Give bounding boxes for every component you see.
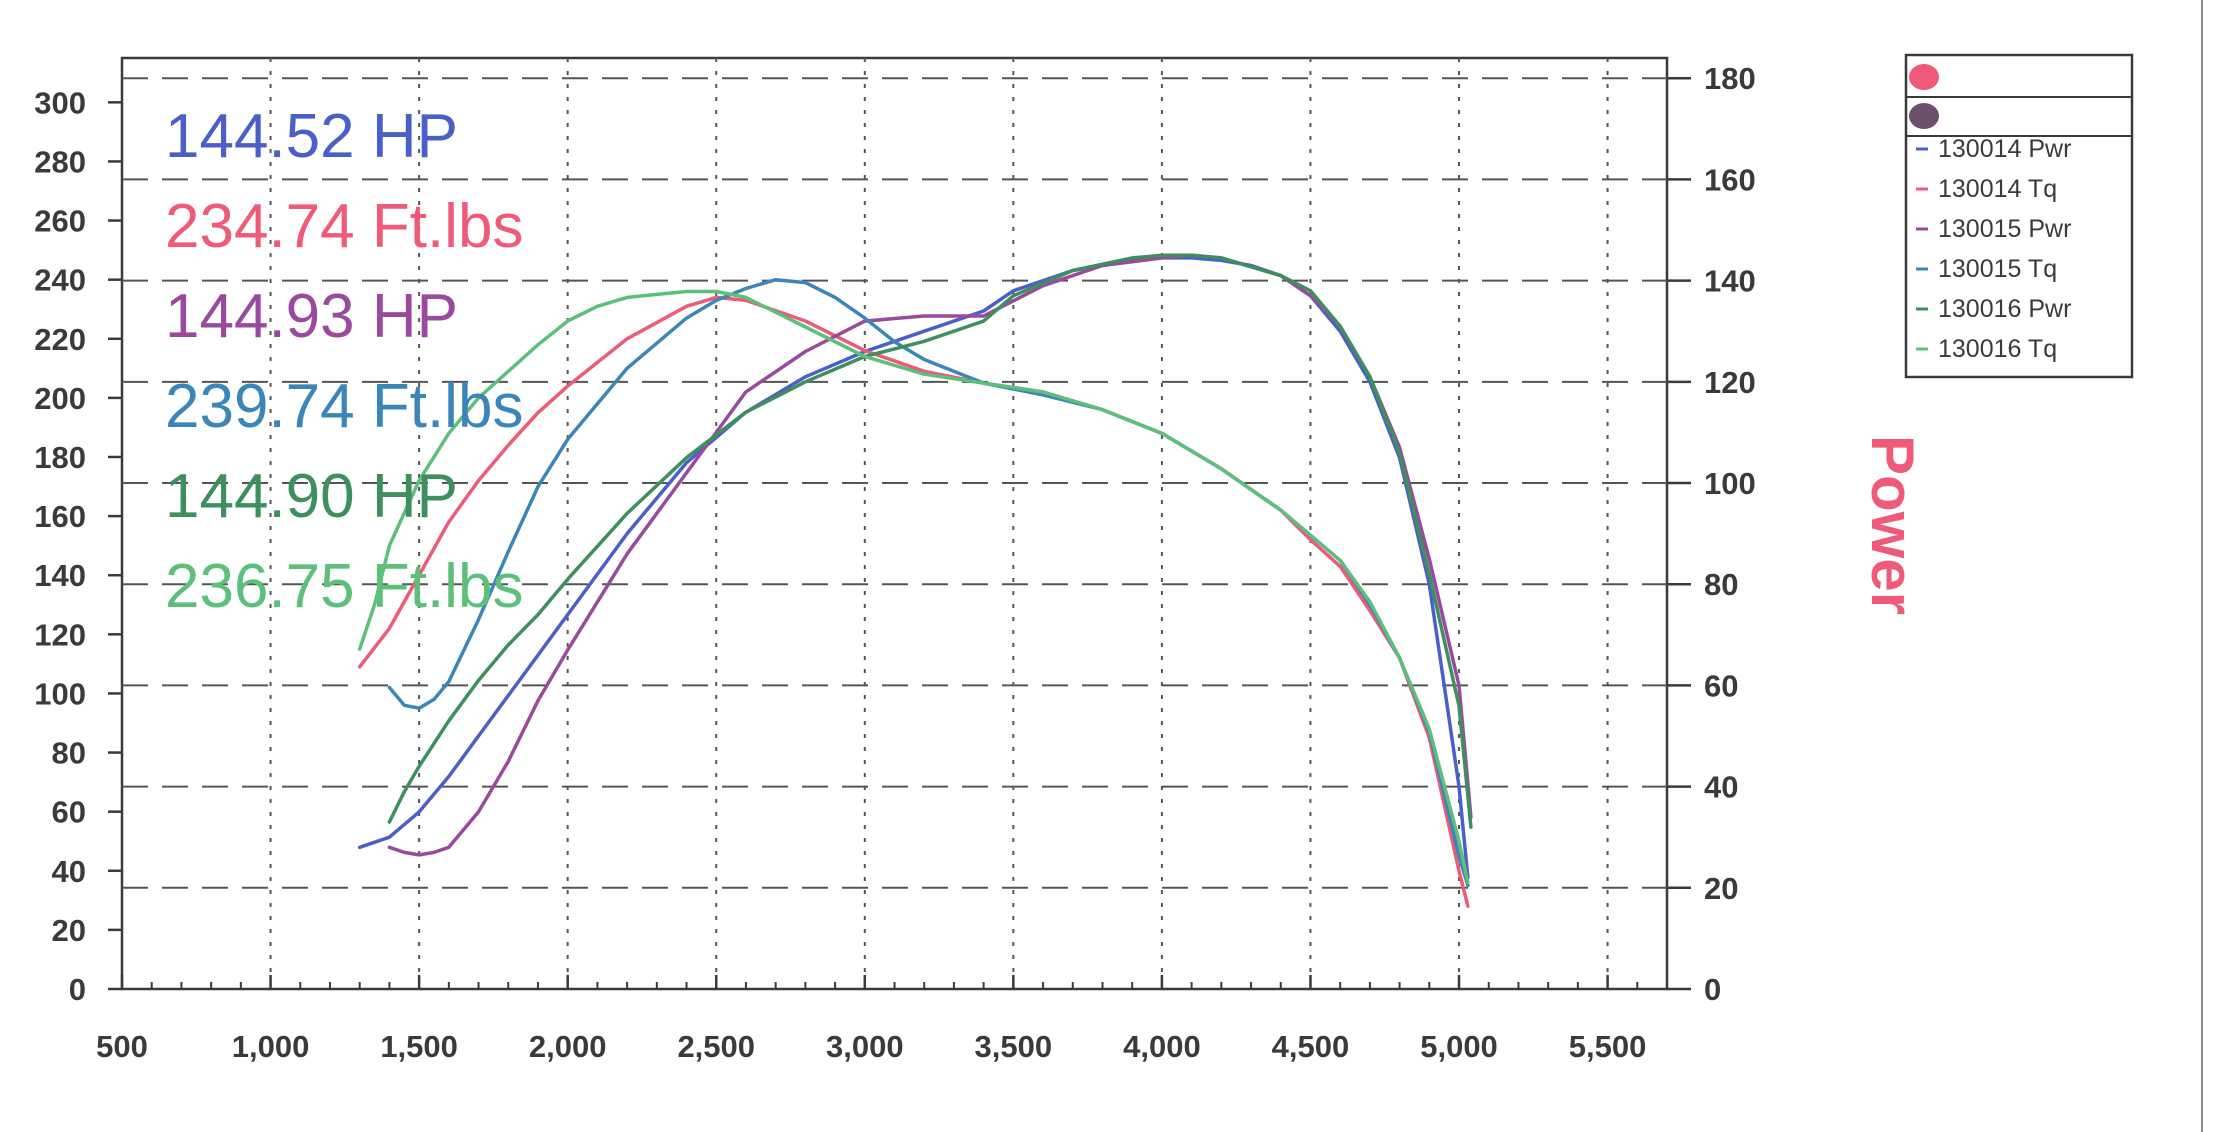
y-axis-right: 0 20 40 60 80 100 120 140 160 180 [1667, 61, 1756, 1007]
y-axis-left: 0 20 40 60 80 100 120 140 160 180 200 220 240 260 280 3… [34, 85, 122, 1007]
y-right-tick-label: 160 [1704, 162, 1756, 197]
legend-dot [1909, 64, 1939, 90]
y-left-tick-label: 240 [34, 263, 86, 298]
peak-label: 144.90 HP [165, 462, 458, 531]
legend-label: 130016 Pwr [1938, 295, 2071, 323]
x-tick-label: 5,000 [1420, 1029, 1498, 1064]
legend: 130014 Pwr 130014 Tq 130015 Pwr 130015 Tq 13… [1904, 53, 2134, 379]
y-right-tick-label: 180 [1704, 61, 1756, 96]
y-left-tick-label: 200 [34, 381, 86, 416]
x-tick-label: 1,500 [380, 1029, 458, 1064]
series-line-5 [387, 253, 1473, 829]
legend-label: 130015 Pwr [1938, 215, 2071, 243]
x-tick-label: 2,500 [677, 1029, 755, 1064]
y-right-tick-label: 80 [1704, 567, 1738, 602]
x-tick-label: 5,500 [1569, 1029, 1647, 1064]
legend-entries: 130014 Pwr 130014 Tq 130015 Pwr 130015 Tq 13… [1916, 135, 2071, 363]
y-right-tick-label: 140 [1704, 264, 1756, 299]
legend-label: 130015 Tq [1938, 255, 2057, 283]
y-left-tick-label: 80 [52, 736, 86, 771]
y-left-tick-label: 280 [34, 144, 86, 179]
y-left-tick-label: 0 [69, 972, 86, 1007]
y-right-tick-label: 0 [1704, 972, 1721, 1007]
legend-box [1904, 53, 2134, 379]
y-left-tick-label: 220 [34, 322, 86, 357]
y-right-tick-label: 60 [1704, 668, 1738, 703]
x-tick-label: 1,000 [232, 1029, 310, 1064]
legend-markers [1909, 64, 1939, 129]
legend-dot [1909, 103, 1939, 129]
y-left-tick-label: 140 [34, 558, 86, 593]
y-right-tick-label: 40 [1704, 770, 1738, 805]
series-line-1 [357, 256, 1470, 880]
legend-label: 130014 Tq [1938, 175, 2057, 203]
peak-label: 144.93 HP [165, 282, 458, 351]
peak-label: 239.74 Ft.lbs [165, 372, 523, 441]
x-tick-label: 4,500 [1272, 1029, 1350, 1064]
y-right-tick-label: 120 [1704, 365, 1756, 400]
x-tick-label: 3,000 [826, 1029, 904, 1064]
peak-labels: 144.52 HP 234.74 Ft.lbs 144.93 HP 239.74 Ft… [165, 102, 523, 621]
y-left-tick-label: 120 [34, 617, 86, 652]
y-left-tick-label: 20 [52, 913, 86, 948]
x-tick-label: 2,000 [529, 1029, 607, 1064]
y-axis-right-title: Power [1859, 435, 1926, 615]
y-left-tick-label: 100 [34, 676, 86, 711]
series-line-6 [357, 289, 1470, 885]
legend-label: 130014 Pwr [1938, 135, 2071, 163]
plot-area [120, 56, 1669, 991]
y-left-tick-label: 300 [34, 85, 86, 120]
x-tick-label: 3,500 [975, 1029, 1053, 1064]
y-right-tick-label: 100 [1704, 466, 1756, 501]
peak-label: 144.52 HP [165, 102, 458, 171]
y-left-tick-label: 40 [52, 854, 86, 889]
legend-label: 130016 Tq [1938, 335, 2057, 363]
series-line-2 [357, 295, 1470, 908]
y-left-tick-label: 160 [34, 499, 86, 534]
y-left-tick-label: 260 [34, 204, 86, 239]
y-right-tick-label: 20 [1704, 871, 1738, 906]
peak-label: 234.74 Ft.lbs [165, 192, 523, 261]
y-left-tick-label: 180 [34, 440, 86, 475]
x-tick-label: 500 [96, 1029, 148, 1064]
series-lines [357, 253, 1473, 908]
y-left-tick-label: 60 [52, 795, 86, 830]
peak-label: 236.75 Ft.lbs [165, 552, 523, 621]
x-tick-label: 4,000 [1123, 1029, 1201, 1064]
x-axis: 500 1,000 1,500 2,000 2,500 3,000 3,500 4,000 4,… [96, 975, 1646, 1064]
